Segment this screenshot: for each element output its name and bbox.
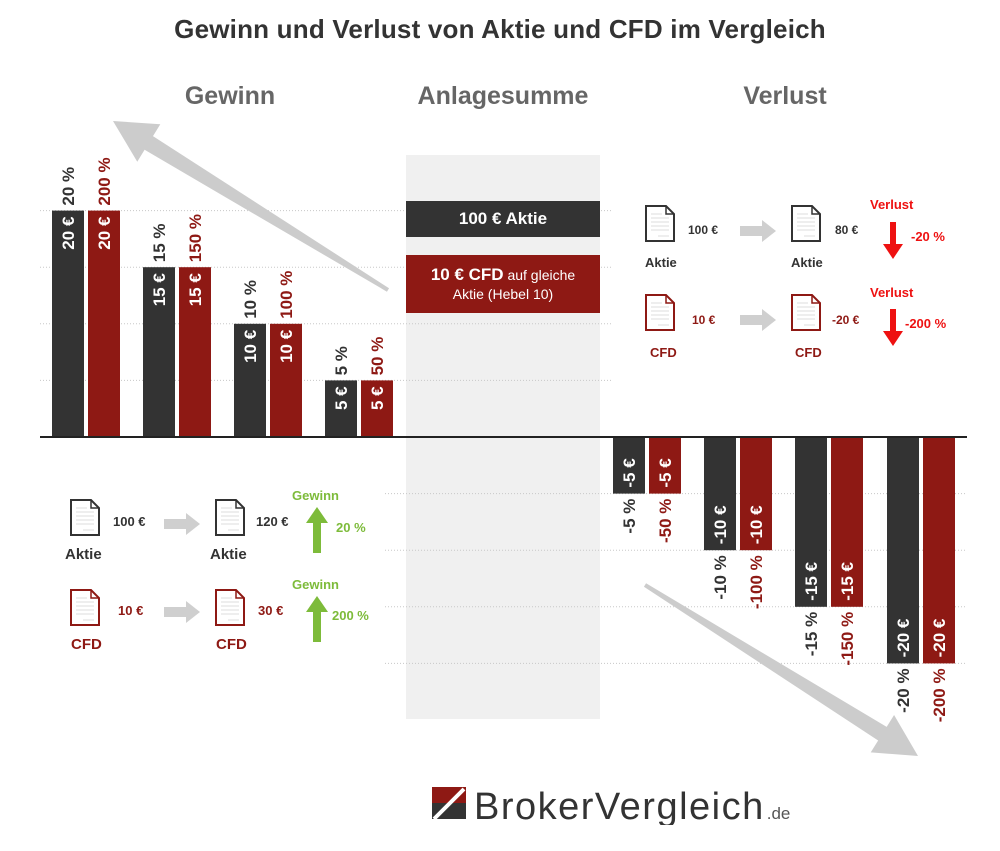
bar-percent-label: 50 %	[368, 337, 387, 376]
logo-brand-text: BrokerVergleich	[474, 786, 765, 825]
bars: 20 € 20 % 15 € 15 % 10 € 10 % 5 € 5 % 20 € 200 % 1…	[52, 157, 955, 722]
bar-percent-label: -50 %	[656, 499, 675, 543]
brand-logo: BrokerVergleich .de	[432, 783, 952, 830]
bar-value-label: 10 €	[277, 329, 296, 363]
bar	[88, 210, 120, 437]
bar	[923, 437, 955, 664]
bar-percent-label: -100 %	[747, 555, 766, 609]
bar-percent-label: 15 %	[150, 223, 169, 262]
bar	[613, 437, 645, 494]
bar-value-label: -15 €	[838, 562, 857, 601]
bar-percent-label: -10 %	[711, 555, 730, 599]
bar	[795, 437, 827, 607]
bar-value-label: -10 €	[747, 505, 766, 544]
bar	[831, 437, 863, 607]
bar-value-label: 20 €	[59, 216, 78, 250]
bar-percent-label: 20 %	[59, 167, 78, 206]
bar-value-label: -5 €	[656, 458, 675, 488]
logo-tld-text: .de	[767, 804, 791, 823]
bar-percent-label: 100 %	[277, 271, 296, 319]
bar-percent-label: 150 %	[186, 214, 205, 262]
bar	[704, 437, 736, 551]
chart-title: Gewinn und Verlust von Aktie und CFD im …	[174, 14, 826, 44]
bar-percent-label: -15 %	[802, 612, 821, 656]
investment-box-cfd-line1: auf gleiche	[507, 267, 576, 283]
investment-box-aktie: 100 € Aktie	[406, 201, 600, 237]
bar-value-label: -20 €	[894, 618, 913, 657]
trend-arrows	[113, 121, 918, 756]
bar-percent-label: 10 %	[241, 280, 260, 319]
bar	[179, 267, 211, 437]
bar-value-label: -20 €	[930, 618, 949, 657]
trend-arrow	[113, 121, 390, 292]
bar	[361, 380, 393, 437]
bar-percent-label: -200 %	[930, 668, 949, 722]
bar	[52, 210, 84, 437]
bar-value-label: 15 €	[186, 273, 205, 307]
bar	[649, 437, 681, 494]
bar-percent-label: -5 %	[620, 499, 639, 534]
bar	[740, 437, 772, 551]
section-heading-investment: Anlagesumme	[417, 82, 589, 110]
bar-value-label: 5 €	[332, 386, 351, 410]
bar-percent-label: 200 %	[95, 157, 114, 205]
logo-svg: BrokerVergleich .de	[432, 786, 791, 828]
bar-percent-label: -20 %	[894, 668, 913, 712]
bar-value-label: 10 €	[241, 329, 260, 363]
bar-value-label: 5 €	[368, 386, 387, 410]
investment-box-cfd: 10 € CFD auf gleiche Aktie (Hebel 10)	[406, 255, 600, 313]
logo-mark-icon	[432, 787, 466, 821]
bar	[234, 323, 266, 437]
bar-value-label: -10 €	[711, 505, 730, 544]
investment-box-cfd-bold: 10 € CFD	[430, 265, 504, 284]
bar-value-label: -5 €	[620, 458, 639, 488]
section-heading-loss: Verlust	[743, 82, 827, 110]
bar-percent-label: 5 %	[332, 346, 351, 375]
investment-box-cfd-line2: Aktie (Hebel 10)	[452, 286, 554, 302]
bar	[325, 380, 357, 437]
bar	[270, 323, 302, 437]
bar	[143, 267, 175, 437]
bar-value-label: 15 €	[150, 273, 169, 307]
section-heading-gain: Gewinn	[184, 82, 276, 110]
trend-arrow	[643, 583, 918, 756]
bar-value-label: -15 €	[802, 562, 821, 601]
bar-value-label: 20 €	[95, 216, 114, 250]
bar-percent-label: -150 %	[838, 612, 857, 666]
bar	[887, 437, 919, 664]
